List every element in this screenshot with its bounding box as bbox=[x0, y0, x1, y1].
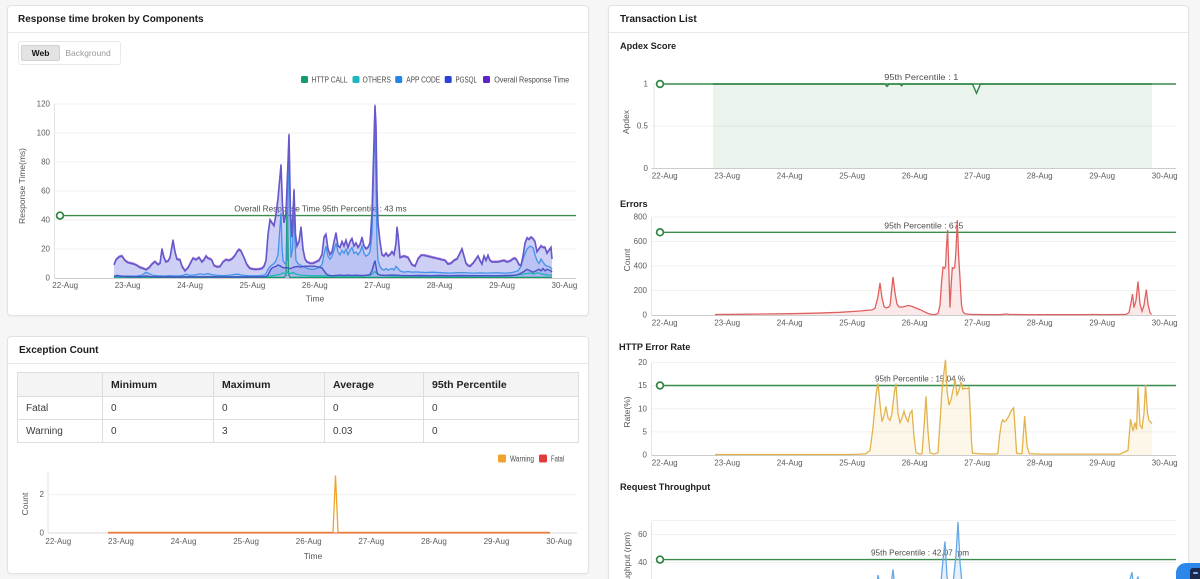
svg-text:30-Aug: 30-Aug bbox=[546, 537, 572, 546]
svg-text:15: 15 bbox=[638, 381, 647, 390]
svg-text:26-Aug: 26-Aug bbox=[296, 537, 322, 546]
svg-text:20: 20 bbox=[638, 358, 647, 367]
svg-text:25-Aug: 25-Aug bbox=[839, 172, 865, 181]
svg-text:26-Aug: 26-Aug bbox=[302, 281, 328, 290]
svg-text:23-Aug: 23-Aug bbox=[714, 172, 740, 181]
svg-text:24-Aug: 24-Aug bbox=[777, 459, 803, 468]
svg-text:29-Aug: 29-Aug bbox=[1089, 172, 1115, 181]
svg-text:Fatal: Fatal bbox=[551, 455, 564, 464]
svg-text:0: 0 bbox=[643, 451, 648, 460]
svg-text:28-Aug: 28-Aug bbox=[1027, 172, 1053, 181]
svg-text:60: 60 bbox=[638, 530, 647, 539]
svg-text:29-Aug: 29-Aug bbox=[1089, 319, 1115, 328]
svg-text:24-Aug: 24-Aug bbox=[171, 537, 197, 546]
svg-text:20: 20 bbox=[41, 245, 50, 254]
svg-text:Warning: Warning bbox=[510, 455, 534, 464]
svg-text:PGSQL: PGSQL bbox=[456, 76, 478, 85]
svg-text:28-Aug: 28-Aug bbox=[421, 537, 447, 546]
svg-text:24-Aug: 24-Aug bbox=[777, 172, 803, 181]
svg-text:27-Aug: 27-Aug bbox=[364, 281, 390, 290]
svg-text:27-Aug: 27-Aug bbox=[358, 537, 384, 546]
svg-text:22-Aug: 22-Aug bbox=[652, 459, 678, 468]
svg-text:0: 0 bbox=[46, 274, 51, 283]
svg-text:26-Aug: 26-Aug bbox=[902, 459, 928, 468]
svg-text:95th Percentile : 42.07 rpm: 95th Percentile : 42.07 rpm bbox=[871, 548, 969, 558]
svg-text:23-Aug: 23-Aug bbox=[115, 281, 141, 290]
svg-text:27-Aug: 27-Aug bbox=[964, 459, 990, 468]
svg-text:23-Aug: 23-Aug bbox=[714, 459, 740, 468]
svg-text:29-Aug: 29-Aug bbox=[489, 281, 515, 290]
svg-text:27-Aug: 27-Aug bbox=[964, 172, 990, 181]
svg-text:80: 80 bbox=[41, 158, 50, 167]
svg-text:10: 10 bbox=[638, 404, 647, 413]
svg-text:30-Aug: 30-Aug bbox=[1152, 172, 1178, 181]
svg-text:95th Percentile : 15.04 %: 95th Percentile : 15.04 % bbox=[875, 374, 965, 384]
svg-text:25-Aug: 25-Aug bbox=[240, 281, 266, 290]
svg-text:22-Aug: 22-Aug bbox=[652, 319, 678, 328]
svg-text:28-Aug: 28-Aug bbox=[427, 281, 453, 290]
svg-text:Response Time(ms): Response Time(ms) bbox=[17, 148, 27, 224]
svg-text:40: 40 bbox=[638, 558, 647, 567]
svg-text:23-Aug: 23-Aug bbox=[108, 537, 134, 546]
svg-text:Throughput (rpm): Throughput (rpm) bbox=[622, 532, 632, 579]
svg-text:30-Aug: 30-Aug bbox=[552, 281, 578, 290]
svg-text:800: 800 bbox=[634, 213, 648, 222]
svg-text:HTTP CALL: HTTP CALL bbox=[312, 76, 348, 85]
svg-text:28-Aug: 28-Aug bbox=[1027, 319, 1053, 328]
svg-text:Time: Time bbox=[304, 551, 323, 561]
svg-text:28-Aug: 28-Aug bbox=[1027, 459, 1053, 468]
svg-text:22-Aug: 22-Aug bbox=[45, 537, 71, 546]
svg-text:24-Aug: 24-Aug bbox=[777, 319, 803, 328]
svg-text:24-Aug: 24-Aug bbox=[177, 281, 203, 290]
svg-text:1: 1 bbox=[644, 80, 649, 89]
svg-text:Count: Count bbox=[622, 248, 632, 271]
svg-text:APP CODE: APP CODE bbox=[406, 76, 440, 85]
svg-text:Count: Count bbox=[20, 492, 30, 515]
svg-text:Overall Response Time 95th Per: Overall Response Time 95th Percentile : … bbox=[234, 204, 407, 214]
svg-text:0: 0 bbox=[40, 529, 45, 538]
svg-text:Time: Time bbox=[306, 294, 325, 304]
svg-text:0: 0 bbox=[644, 164, 649, 173]
svg-text:29-Aug: 29-Aug bbox=[1089, 459, 1115, 468]
svg-text:100: 100 bbox=[37, 129, 51, 138]
svg-text:95th Percentile : 1: 95th Percentile : 1 bbox=[884, 72, 958, 82]
svg-text:Apdex: Apdex bbox=[621, 109, 631, 134]
svg-text:Overall Response Time: Overall Response Time bbox=[494, 76, 569, 85]
svg-text:400: 400 bbox=[634, 262, 648, 271]
svg-text:25-Aug: 25-Aug bbox=[233, 537, 259, 546]
svg-text:5: 5 bbox=[643, 427, 648, 436]
svg-text:40: 40 bbox=[41, 216, 50, 225]
svg-text:OTHERS: OTHERS bbox=[363, 76, 392, 85]
svg-text:22-Aug: 22-Aug bbox=[52, 281, 78, 290]
svg-text:0.5: 0.5 bbox=[637, 122, 649, 131]
svg-text:23-Aug: 23-Aug bbox=[714, 319, 740, 328]
svg-text:26-Aug: 26-Aug bbox=[902, 172, 928, 181]
svg-text:200: 200 bbox=[634, 286, 648, 295]
svg-text:26-Aug: 26-Aug bbox=[902, 319, 928, 328]
svg-text:30-Aug: 30-Aug bbox=[1152, 459, 1178, 468]
svg-text:Rate(%): Rate(%) bbox=[622, 396, 632, 427]
svg-text:95th Percentile : 675: 95th Percentile : 675 bbox=[884, 220, 963, 230]
svg-text:120: 120 bbox=[37, 100, 51, 109]
svg-text:2: 2 bbox=[40, 490, 45, 499]
svg-text:25-Aug: 25-Aug bbox=[839, 459, 865, 468]
svg-text:29-Aug: 29-Aug bbox=[484, 537, 510, 546]
svg-text:22-Aug: 22-Aug bbox=[652, 172, 678, 181]
svg-text:60: 60 bbox=[41, 187, 50, 196]
svg-text:0: 0 bbox=[643, 311, 648, 320]
svg-text:600: 600 bbox=[634, 237, 648, 246]
svg-text:27-Aug: 27-Aug bbox=[964, 319, 990, 328]
svg-text:25-Aug: 25-Aug bbox=[839, 319, 865, 328]
svg-text:30-Aug: 30-Aug bbox=[1152, 319, 1178, 328]
